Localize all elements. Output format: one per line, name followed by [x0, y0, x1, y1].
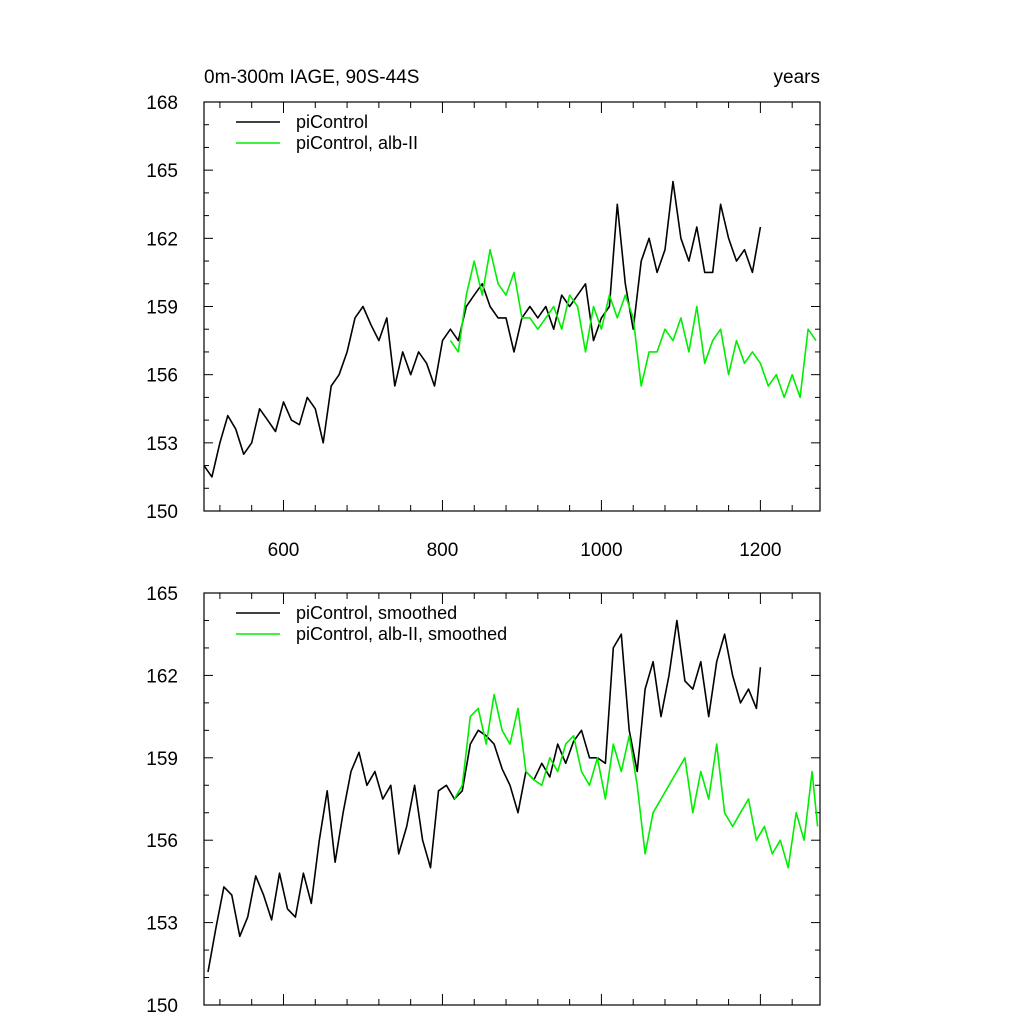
y-tick-label: 168 [146, 93, 178, 114]
series-line-picontrol [203, 180, 762, 478]
x-tick-label: 1200 [739, 540, 781, 561]
series-line-picontrol [207, 619, 762, 973]
bottom-panel-legend: piControl, smoothed piControl, alb-II, s… [236, 603, 507, 644]
x-tick-label: 600 [268, 540, 300, 561]
y-tick-label: 162 [146, 666, 178, 687]
top-panel-legend: piControl piControl, alb-II [236, 112, 418, 153]
bottom-panel: 150 153 156 159 162 165 piControl, smoothed p… [146, 584, 821, 1017]
y-tick-label: 162 [146, 229, 178, 250]
legend-label-picontrol: piControl [296, 112, 368, 132]
top-panel-series [203, 180, 817, 478]
bottom-panel-tick-labels: 150 153 156 159 162 165 [146, 584, 178, 1017]
x-tick-label: 1000 [580, 540, 622, 561]
y-tick-label: 165 [146, 584, 178, 605]
top-panel-ticks [204, 101, 820, 512]
y-tick-label: 159 [146, 298, 178, 319]
y-tick-label: 153 [146, 434, 178, 455]
legend-label-picontrol-alb: piControl, alb-II [296, 133, 418, 153]
y-tick-label: 156 [146, 366, 178, 387]
bottom-panel-ticks [204, 592, 820, 1006]
x-tick-label: 800 [427, 540, 459, 561]
series-line-picontrol-alb [453, 693, 819, 869]
y-tick-label: 159 [146, 749, 178, 770]
top-panel-frame [203, 101, 821, 512]
top-panel-tick-labels: 150 153 156 159 162 165 168 600 800 1000 1200 [146, 93, 781, 561]
y-tick-label: 156 [146, 831, 178, 852]
y-tick-label: 165 [146, 161, 178, 182]
y-tick-label: 150 [146, 996, 178, 1017]
legend-label-picontrol-smoothed: piControl, smoothed [296, 603, 457, 623]
series-line-picontrol-alb [449, 248, 817, 399]
top-panel-title: 0m-300m IAGE, 90S-44S [204, 67, 419, 88]
top-panel: 0m-300m IAGE, 90S-44S years 150 153 156 159… [146, 67, 821, 561]
y-tick-label: 150 [146, 502, 178, 523]
top-panel-units: years [774, 67, 820, 88]
legend-label-picontrol-alb-smoothed: piControl, alb-II, smoothed [296, 624, 507, 644]
y-tick-label: 153 [146, 914, 178, 935]
bottom-panel-series [207, 619, 819, 973]
bottom-panel-frame [203, 592, 821, 1006]
